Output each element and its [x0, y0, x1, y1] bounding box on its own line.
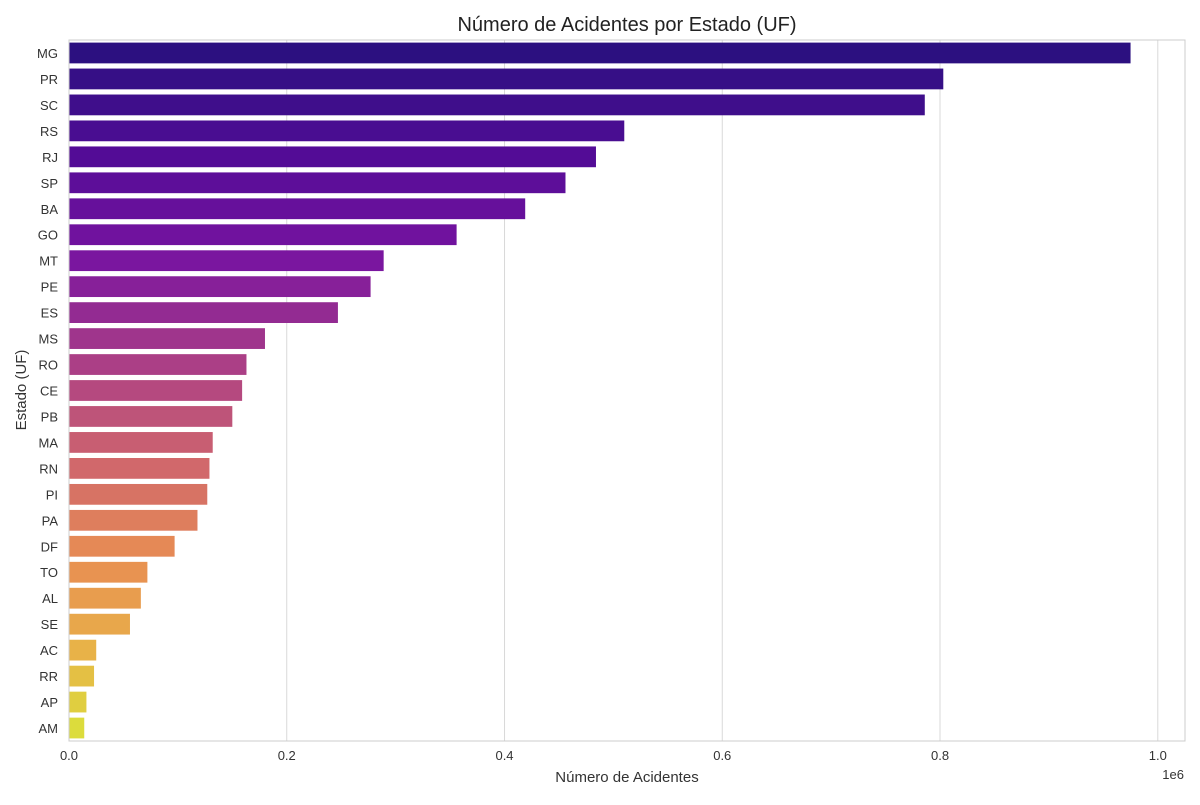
y-tick-label-df: DF: [41, 539, 58, 554]
x-tick-label: 0.8: [931, 748, 949, 763]
y-tick-label-rr: RR: [39, 669, 58, 684]
y-tick-label-mg: MG: [37, 46, 58, 61]
bar-es: [69, 302, 338, 323]
x-tick-label: 1.0: [1149, 748, 1167, 763]
chart-title: Número de Acidentes por Estado (UF): [457, 14, 796, 36]
bar-rj: [69, 146, 596, 168]
bar-go: [69, 224, 457, 246]
bar-rn: [69, 458, 210, 479]
bar-sp: [69, 172, 566, 194]
y-tick-label-se: SE: [41, 617, 59, 632]
bar-ac: [69, 639, 97, 661]
bar-ap: [69, 691, 87, 713]
x-tick-label: 0.0: [60, 748, 78, 763]
bar-df: [69, 535, 175, 557]
y-axis-ticks: MG PR SC RS RJ SP BA GO MT PE ES MS RO CE PB MA RN PI PA DF…: [37, 46, 58, 736]
y-tick-label-ro: RO: [39, 358, 59, 373]
bar-pb: [69, 406, 233, 427]
x-tick-label: 0.2: [278, 748, 296, 763]
bar-ba: [69, 198, 526, 220]
bar-pa: [69, 509, 198, 531]
y-tick-label-ac: AC: [40, 643, 58, 658]
bar-to: [69, 561, 148, 583]
axes-frame: [68, 39, 1186, 742]
x-axis-ticks: 0.0 0.2 0.4 0.6 0.8 1.0: [60, 748, 1167, 763]
y-tick-label-rj: RJ: [42, 150, 58, 165]
y-tick-label-ap: AP: [41, 695, 58, 710]
bar-pi: [69, 483, 208, 505]
bar-ma: [69, 432, 213, 453]
bars: [69, 42, 1131, 739]
y-tick-label-go: GO: [38, 228, 58, 243]
y-tick-label-es: ES: [41, 306, 59, 321]
y-tick-label-ms: MS: [39, 332, 59, 347]
bar-pe: [69, 276, 371, 298]
y-tick-label-mt: MT: [39, 254, 58, 269]
x-axis-label: Número de Acidentes: [555, 769, 698, 786]
y-tick-label-rn: RN: [39, 461, 58, 476]
y-tick-label-ce: CE: [40, 384, 58, 399]
x-tick-label: 0.6: [713, 748, 731, 763]
y-tick-label-pi: PI: [46, 487, 58, 502]
y-tick-label-pe: PE: [41, 280, 59, 295]
bar-rs: [69, 120, 625, 142]
y-tick-label-am: AM: [39, 721, 59, 736]
y-tick-label-al: AL: [42, 591, 58, 606]
bar-pr: [69, 68, 944, 90]
y-tick-label-to: TO: [40, 565, 58, 580]
y-tick-label-pb: PB: [41, 409, 58, 424]
bar-sc: [69, 94, 925, 116]
y-tick-label-ba: BA: [41, 202, 59, 217]
bar-ms: [69, 328, 265, 349]
y-tick-label-sc: SC: [40, 98, 58, 113]
bar-am: [69, 717, 85, 739]
bar-se: [69, 613, 130, 635]
bar-ro: [69, 354, 247, 375]
x-tick-label: 0.4: [495, 748, 513, 763]
y-tick-label-pa: PA: [42, 513, 59, 528]
y-tick-label-pr: PR: [40, 72, 58, 87]
bar-rr: [69, 665, 95, 687]
x-axis-offset-label: 1e6: [1162, 767, 1184, 782]
y-tick-label-rs: RS: [40, 124, 58, 139]
bar-al: [69, 587, 141, 609]
y-axis-label: Estado (UF): [13, 350, 30, 431]
bar-mt: [69, 250, 384, 272]
bar-mg: [69, 42, 1131, 64]
y-tick-label-ma: MA: [39, 435, 59, 450]
y-tick-label-sp: SP: [41, 176, 58, 191]
bar-ce: [69, 380, 243, 401]
